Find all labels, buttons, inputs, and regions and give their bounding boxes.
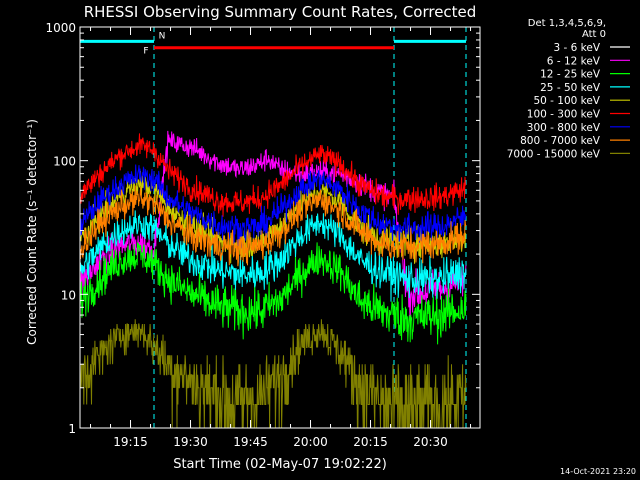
x-tick-label: 20:15 <box>353 435 388 449</box>
legend-label: 6 - 12 keV <box>547 55 601 67</box>
legend-label: 100 - 300 keV <box>527 109 601 121</box>
series-line <box>153 213 467 302</box>
series-800-7000-kev <box>79 185 467 267</box>
legend-label: 25 - 50 keV <box>540 82 601 94</box>
legend-title: Att 0 <box>582 29 606 40</box>
series-25-50-kev <box>79 210 467 302</box>
x-axis-label: Start Time (02-May-07 19:02:22) <box>173 457 387 472</box>
y-axis-label: Corrected Count Rate (s⁻¹ detector⁻¹) <box>25 119 39 345</box>
footer-timestamp: 14-Oct-2021 23:20 <box>560 467 636 476</box>
legend-label: 300 - 800 keV <box>527 122 601 134</box>
series-100-300-kev <box>79 133 467 217</box>
y-tick-label: 1 <box>68 422 76 436</box>
x-tick-label: 19:45 <box>233 435 268 449</box>
series-line <box>153 130 467 321</box>
legend-title: Det 1,3,4,5,6,9, <box>528 18 606 29</box>
chart-title: RHESSI Observing Summary Count Rates, Co… <box>84 3 477 21</box>
y-tick-label: 100 <box>53 155 76 169</box>
legend-label: 3 - 6 keV <box>553 42 600 54</box>
y-tick-label: 10 <box>61 288 76 302</box>
series-line <box>79 164 155 236</box>
x-tick-label: 19:30 <box>173 435 208 449</box>
legend-label: 800 - 7000 keV <box>520 135 601 147</box>
legend-label: 50 - 100 keV <box>533 95 600 107</box>
series-line <box>153 242 467 345</box>
series-line <box>79 133 155 204</box>
series-line <box>79 185 155 260</box>
mode-bar-label: N <box>159 31 166 41</box>
series-line <box>79 319 155 405</box>
series-300-800-kev <box>79 164 467 249</box>
series-line <box>153 170 467 249</box>
series-line <box>153 319 467 429</box>
y-tick-label: 1000 <box>45 21 76 35</box>
mode-bar-label: F <box>143 47 148 57</box>
series-line <box>153 189 467 267</box>
series-line <box>153 144 467 217</box>
series-12-25-kev <box>79 242 467 345</box>
series-6-12-kev <box>79 130 467 321</box>
plot-frame <box>79 26 481 429</box>
legend-label: 12 - 25 keV <box>540 69 601 81</box>
x-tick-label: 20:30 <box>413 435 448 449</box>
plot-area: N F 19:15 19:30 19:45 20:00 20:15 20:30 1 10 100 10… <box>45 21 481 449</box>
x-tick-label: 19:15 <box>113 435 148 449</box>
series-7000-15000-kev <box>79 319 467 429</box>
series-line <box>79 226 155 296</box>
series-line <box>79 210 155 280</box>
series-line <box>79 242 155 318</box>
x-tick-label: 20:00 <box>293 435 328 449</box>
legend-label: 7000 - 15000 keV <box>507 148 601 160</box>
